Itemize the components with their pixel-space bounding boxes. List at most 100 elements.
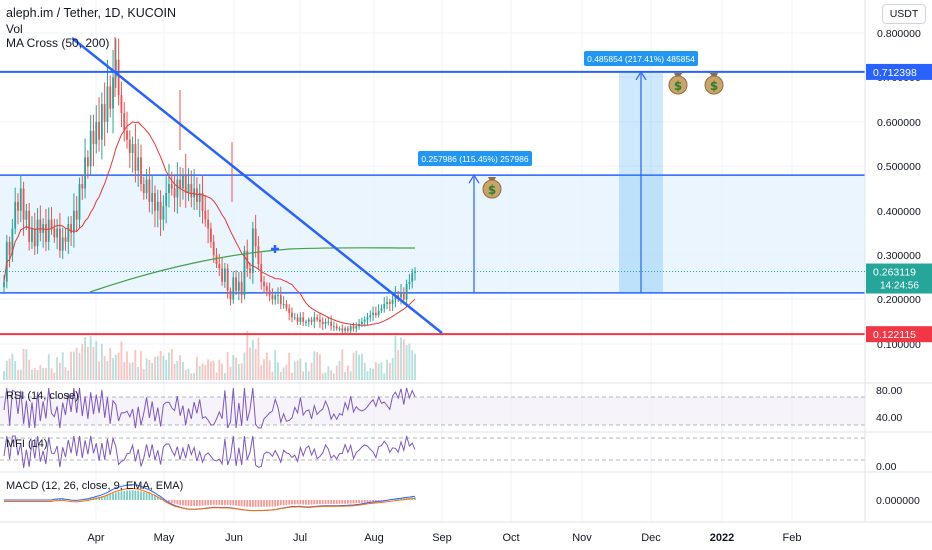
candle bbox=[305, 321, 307, 323]
volume-bar bbox=[25, 349, 28, 380]
volume-bar bbox=[251, 339, 254, 380]
volume-bar bbox=[187, 368, 190, 380]
candle bbox=[128, 139, 131, 153]
macd-hist-bar bbox=[187, 500, 190, 506]
candle bbox=[106, 86, 109, 122]
volume-bar bbox=[338, 361, 341, 380]
countdown-text: 14:24:56 bbox=[880, 281, 919, 292]
candle bbox=[137, 157, 140, 171]
volume-bar bbox=[271, 371, 274, 380]
candle bbox=[14, 201, 17, 229]
volume-bar bbox=[162, 355, 165, 380]
candle bbox=[260, 264, 263, 282]
candle bbox=[405, 284, 408, 300]
ma-cross-legend[interactable]: MA Cross (50, 200) bbox=[6, 36, 110, 50]
volume-bar bbox=[98, 361, 100, 380]
moving-averages bbox=[3, 121, 416, 326]
ma-cross-marker bbox=[271, 245, 279, 253]
price-tick: 0.200000 bbox=[877, 294, 921, 306]
volume-bar bbox=[61, 352, 64, 380]
volume-bar bbox=[5, 360, 8, 380]
volume-bar bbox=[17, 369, 19, 380]
candle bbox=[277, 295, 279, 297]
macd-hist-bar bbox=[59, 498, 61, 500]
candle bbox=[344, 328, 347, 331]
mfi-legend[interactable]: MFI (14) bbox=[6, 438, 48, 450]
time-label: May bbox=[154, 532, 175, 544]
macd-hist-bar bbox=[293, 500, 296, 505]
macd-hist-bar bbox=[198, 500, 201, 506]
macd-hist-bar bbox=[363, 500, 366, 503]
currency-button[interactable]: USDT bbox=[882, 4, 926, 24]
support-badge-text: 0.122115 bbox=[873, 329, 916, 341]
candle bbox=[355, 326, 358, 329]
volume-bar bbox=[268, 360, 271, 380]
candle bbox=[204, 210, 207, 220]
candle bbox=[36, 219, 39, 247]
volume-bar bbox=[36, 370, 39, 380]
candle bbox=[408, 281, 411, 285]
candle bbox=[187, 184, 190, 193]
candle bbox=[176, 179, 179, 198]
candle bbox=[360, 321, 363, 325]
volume-bar bbox=[366, 371, 369, 380]
candle bbox=[142, 184, 145, 193]
macd-hist-bar bbox=[237, 500, 240, 506]
volume-bar bbox=[360, 353, 363, 380]
price-axis[interactable]: 0.8000000.7000000.6000000.5000000.400000… bbox=[0, 0, 932, 522]
volume-bar bbox=[402, 339, 405, 380]
macd-hist-bar bbox=[305, 500, 307, 505]
candle bbox=[140, 157, 142, 185]
candle bbox=[316, 317, 319, 320]
volume-bar bbox=[84, 337, 86, 380]
macd-hist-bar bbox=[86, 498, 89, 500]
macd-hist-bar bbox=[249, 500, 251, 507]
volume-bar bbox=[374, 362, 377, 380]
macd-hist-bar bbox=[299, 500, 302, 505]
macd-hist-bar bbox=[148, 493, 151, 500]
volume-bar bbox=[53, 372, 56, 380]
measure-label-bg bbox=[584, 51, 698, 66]
volume-legend[interactable]: Vol bbox=[6, 22, 23, 36]
macd-hist-bar bbox=[268, 500, 271, 507]
macd-hist-bar bbox=[232, 500, 235, 506]
drawings[interactable]: 0.257986 (115.45%) 257986 0.485854 (217.4… bbox=[0, 37, 865, 336]
macd-hist-bar bbox=[89, 498, 92, 500]
macd-hist-bar bbox=[369, 500, 372, 502]
symbol-title[interactable]: aleph.im / Tether, 1D, KUCOIN bbox=[6, 6, 176, 20]
volume-bar bbox=[42, 367, 45, 380]
macd-hist-bar bbox=[291, 500, 293, 505]
candle bbox=[67, 224, 70, 242]
candle bbox=[215, 255, 218, 265]
volume-bar bbox=[8, 358, 11, 380]
ma50-line bbox=[3, 121, 416, 326]
volume-bar bbox=[114, 354, 117, 380]
candle bbox=[61, 237, 64, 251]
volume-bar bbox=[299, 358, 302, 380]
candle bbox=[288, 308, 291, 313]
candle bbox=[229, 290, 232, 300]
candle bbox=[50, 219, 53, 229]
candle bbox=[414, 271, 416, 273]
volume-bar bbox=[128, 363, 131, 380]
macd-hist-bar bbox=[142, 491, 145, 500]
macd-hist-bar bbox=[156, 496, 159, 500]
volume-bar bbox=[196, 356, 198, 380]
volume-bar bbox=[246, 330, 249, 380]
volume-bar bbox=[305, 362, 307, 380]
macd-legend[interactable]: MACD (12, 26, close, 9, EMA, EMA) bbox=[6, 480, 184, 492]
macd-hist-bar bbox=[246, 500, 249, 507]
macd-hist-bar bbox=[223, 500, 226, 505]
candle bbox=[201, 192, 204, 211]
macd-hist-bar bbox=[106, 494, 109, 500]
volume-bar bbox=[313, 351, 316, 380]
volume-bar bbox=[209, 361, 212, 380]
rsi-legend[interactable]: RSI (14, close) bbox=[6, 390, 79, 402]
candle bbox=[8, 241, 11, 256]
candle bbox=[380, 308, 383, 311]
volume-bar bbox=[397, 349, 400, 380]
time-axis[interactable]: Apr May Jun Jul Aug Sep Oct Nov Dec 2022 Feb bbox=[87, 532, 801, 544]
volume-bar bbox=[120, 341, 123, 380]
buy-zone bbox=[0, 174, 865, 294]
